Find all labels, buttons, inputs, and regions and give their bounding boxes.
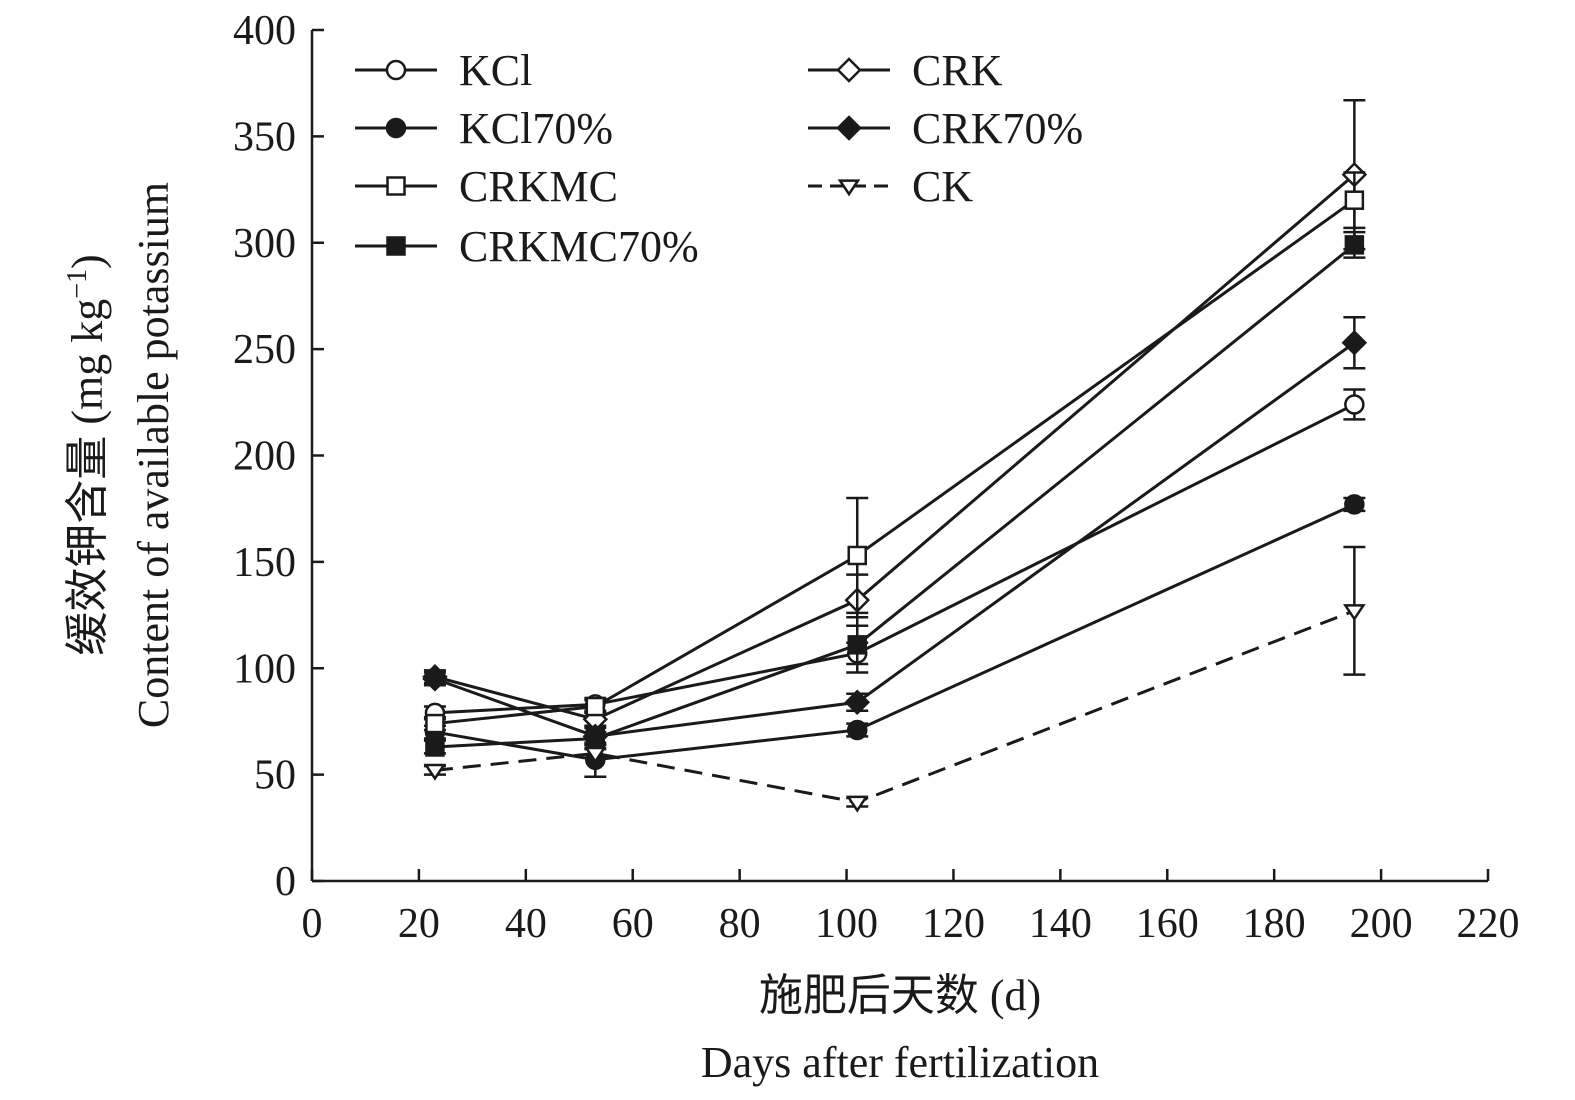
legend-marker [385,117,407,139]
series-line [434,198,1356,726]
x-axis-title-cn: 施肥后天数 (d) [759,971,1041,1020]
series-line [434,341,1356,738]
y-tick-label: 250 [233,327,296,373]
y-axis-title-en: Content of available potassium [129,182,178,728]
x-tick-label: 220 [1457,901,1520,947]
data-point [847,635,867,655]
series-crkmc70pct [423,230,1366,757]
legend-label: CRK [912,46,1003,95]
data-point [847,545,867,566]
x-tick-label: 100 [815,901,878,947]
data-point [422,666,448,692]
y-axis-title-superscript: −1 [62,269,93,299]
x-tick-label: 20 [398,901,440,947]
data-point [844,689,871,716]
legend-item-crkmc70pct: CRKMC70% [355,222,699,271]
series-line [434,173,1356,721]
data-point [845,795,869,813]
legend-marker [837,179,861,197]
series-line [434,609,1355,804]
y-axis-title-close: ) [63,254,112,269]
legend-label: CRKMC70% [459,222,699,271]
x-tick-label: 140 [1029,901,1092,947]
data-point [585,696,606,717]
data-point [1344,235,1365,255]
legend-item-crkmc: CRKMC [355,162,618,211]
data-point [585,728,606,749]
data-point [1343,604,1366,622]
data-point [425,713,445,734]
data-point [1344,494,1365,515]
data-point [846,719,868,741]
x-tick-label: 40 [505,901,547,947]
x-tick-label: 160 [1136,901,1199,947]
series-layer [422,98,1368,813]
y-tick-label: 100 [233,646,296,692]
x-tick-label: 60 [612,901,654,947]
series-line [434,403,1356,715]
legend: KCl CRK KCl70% CRK70% CRKMC CK CRKMC70% [355,46,1083,271]
y-tick-label: 400 [233,8,296,54]
x-tick-label: 120 [922,901,985,947]
x-tick-label: 0 [302,901,323,947]
y-tick-label: 300 [233,221,296,267]
y-tick-label: 200 [233,434,296,480]
x-tick-label: 80 [719,901,761,947]
legend-label: KCl70% [459,104,613,153]
legend-marker [386,176,406,196]
data-point [1344,394,1365,415]
legend-label: KCl [459,46,532,95]
data-point [1344,190,1365,210]
y-tick-label: 0 [275,859,296,905]
y-tick-label: 150 [233,540,296,586]
series-kcl [423,388,1366,724]
y-axis-title-cn: 缓效钾含量 (mg kg−1) [62,254,112,655]
legend-item-ck: CK [808,162,973,211]
legend-item-kcl70pct: KCl70% [355,104,613,153]
legend-item-crk: CRK [808,46,1003,95]
series-ck [423,545,1366,813]
legend-label: CRKMC [459,162,618,211]
x-tick-label: 200 [1350,901,1413,947]
legend-item-kcl: KCl [355,46,532,95]
legend-marker [385,59,407,81]
data-point [423,763,447,781]
series-line [434,243,1356,749]
legend-marker [836,57,862,83]
y-tick-label: 50 [254,753,296,799]
legend-marker [836,115,862,141]
y-tick-label: 350 [233,114,296,160]
series-crk70pct [422,315,1368,750]
y-ticks: 0 50 100 150 200 250 300 350 400 [233,8,324,905]
series-crkmc [423,171,1366,734]
data-point [1341,329,1368,356]
legend-marker [386,236,406,256]
legend-item-crk70pct: CRK70% [808,104,1083,153]
x-ticks: 0 20 40 60 80 100 120 140 160 180 200 220 [302,869,1520,947]
y-axis-title-main: 缓效钾含量 (mg kg [63,299,112,656]
x-axis-title-en: Days after fertilization [701,1038,1099,1087]
x-tick-label: 180 [1243,901,1306,947]
legend-label: CRK70% [912,104,1083,153]
series-line [434,503,1355,762]
legend-label: CK [912,162,973,211]
data-point [425,737,445,757]
axes [310,30,1488,883]
